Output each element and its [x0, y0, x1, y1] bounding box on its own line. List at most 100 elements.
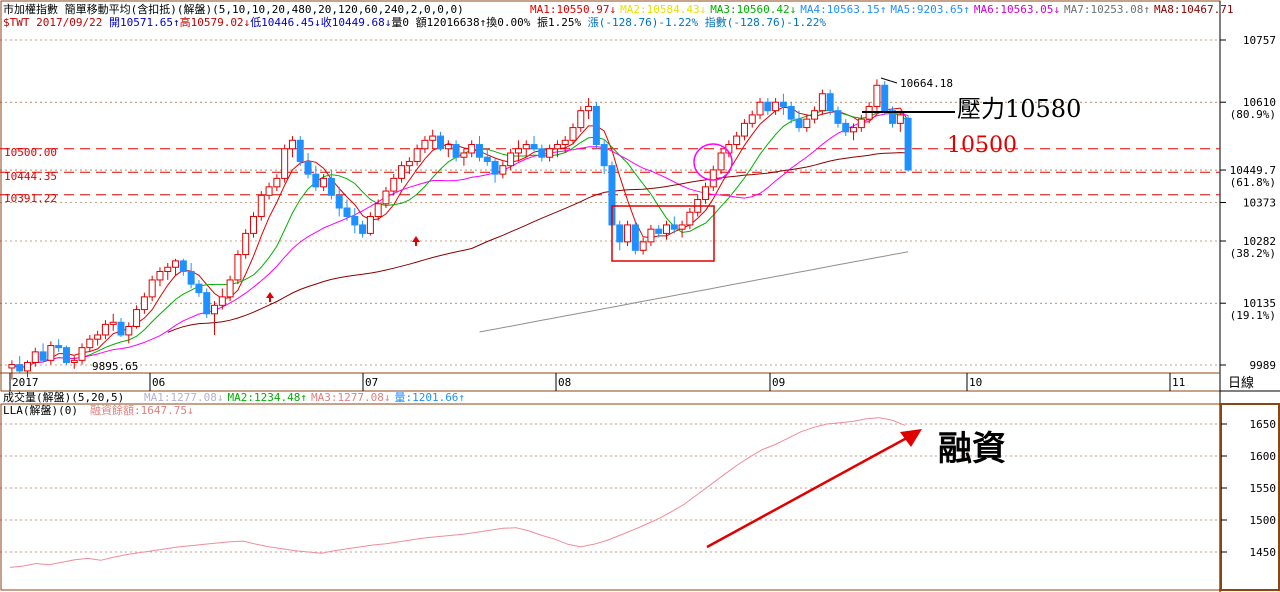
candle-body — [39, 351, 47, 361]
date-tick-label: 08 — [558, 376, 571, 389]
candle-body — [390, 177, 398, 192]
candle-body — [709, 169, 717, 188]
ma-legend: MA1:10550.97↓ MA2:10584.43↓ MA3:10560.42↓ M… — [530, 3, 1234, 16]
candle-body — [273, 177, 281, 188]
candle-body — [787, 105, 795, 120]
level-10500-label: 10500 — [947, 133, 1017, 158]
candle-body — [577, 110, 585, 129]
ma-label-6: MA6:10563.05↓ — [974, 3, 1060, 16]
candle-body — [288, 139, 296, 150]
candle-body — [475, 144, 483, 158]
candle-body — [834, 110, 842, 124]
candle-body — [592, 105, 600, 146]
lla-tick-label: 1600 — [1250, 450, 1277, 463]
candle-body — [733, 135, 741, 146]
candle-body — [826, 93, 834, 112]
ma-label-1: MA1:10550.97↓ — [530, 3, 616, 16]
lla-tick-label: 1450 — [1250, 546, 1277, 559]
lla-axis: 1650 1600 1550 1500 1450 — [1221, 418, 1276, 559]
lla-tick-label: 1650 — [1250, 418, 1277, 431]
candle-body — [320, 177, 328, 188]
consolidation-box — [611, 205, 715, 262]
high-pointer — [880, 77, 898, 84]
lla-panel-frame — [0, 403, 1221, 591]
candle-body — [811, 110, 819, 120]
quote-part: $TWT 2017/09/22 — [3, 16, 109, 29]
candle-body — [499, 165, 507, 175]
candle-body — [803, 118, 811, 129]
candle-body — [873, 84, 881, 107]
candle-body — [359, 224, 367, 234]
candlesticks — [8, 79, 912, 380]
quote-part: 收10449.68↓ — [321, 15, 392, 29]
candle-body — [483, 156, 491, 162]
lla-grid — [0, 423, 1220, 553]
candle-body — [881, 84, 889, 112]
candle-body — [429, 135, 437, 141]
candle-body — [195, 283, 203, 294]
candle-body — [62, 347, 70, 363]
quote-summary: $TWT 2017/09/22 開10571.65↑高10579.02↓低104… — [3, 15, 826, 29]
candle-body — [242, 232, 250, 256]
candle-body — [133, 309, 141, 327]
ma-line — [167, 152, 909, 333]
lla-axis-frame — [1220, 403, 1280, 591]
trend-arrow-head-icon — [900, 429, 922, 447]
ma-line — [11, 109, 909, 369]
lla-title: LLA(解盤)(0) — [3, 403, 78, 417]
candle-body — [460, 152, 468, 158]
candle-body — [756, 101, 764, 116]
margin-balance-line — [9, 417, 906, 568]
candle-body — [514, 148, 522, 154]
quote-part: 量0 額12016638↑換0.00% 振1.25% — [391, 15, 587, 29]
candle-body — [335, 194, 343, 209]
price-tick-sub: (19.1%) — [1230, 309, 1276, 322]
candle-body — [437, 135, 445, 150]
candle-body — [670, 224, 678, 230]
candle-body — [818, 93, 826, 112]
lla-value: 融資餘額:1647.75↓ — [90, 403, 194, 417]
candle-body — [904, 117, 912, 171]
quote-part: 開10571.65↑ — [109, 16, 180, 29]
candle-body — [94, 334, 102, 340]
candle-body — [546, 148, 554, 158]
candle-body — [421, 139, 429, 150]
breakout-circle — [693, 143, 733, 181]
volume-title: 成交量(解盤)(5,20,5) — [3, 390, 124, 404]
candle-body — [343, 207, 351, 217]
candle-body — [452, 144, 460, 158]
low-label: 9895.65 — [92, 360, 138, 373]
candle-body — [663, 224, 671, 234]
candle-body — [140, 296, 148, 311]
candle-body — [647, 228, 655, 243]
volume-ma-label: MA3:1277.08↓ — [311, 391, 390, 404]
date-tick-label: 2017 — [12, 376, 39, 389]
candle-body — [553, 144, 561, 150]
lla-tick-label: 1500 — [1250, 514, 1277, 527]
trend-arrow-line — [706, 432, 915, 549]
level-label-10391: 10391.22 — [4, 192, 57, 205]
candle-body — [203, 292, 211, 315]
candle-body — [172, 260, 180, 268]
candle-body — [78, 347, 86, 361]
candle-body — [600, 144, 608, 167]
candle-body — [624, 224, 632, 243]
candle-body — [351, 215, 359, 226]
volume-ma-label: MA2:1234.48↑ — [227, 391, 306, 404]
candle-body — [530, 144, 538, 150]
date-tick-label: 06 — [152, 376, 165, 389]
candle-body — [312, 173, 320, 188]
candle-body — [382, 190, 390, 205]
candle-body — [538, 148, 546, 158]
date-tick-label: 11 — [1172, 376, 1185, 389]
price-tick-label: 10373 — [1243, 197, 1276, 210]
ma-label-8: MA8:10467.71 — [1154, 3, 1233, 16]
high-label: 10664.18 — [900, 77, 953, 90]
candle-body — [889, 110, 897, 124]
quote-part: 高10579.02↓ — [180, 15, 251, 29]
candle-body — [31, 351, 39, 363]
candle-body — [740, 122, 748, 137]
candle-body — [444, 144, 452, 150]
candle-body — [23, 361, 31, 372]
